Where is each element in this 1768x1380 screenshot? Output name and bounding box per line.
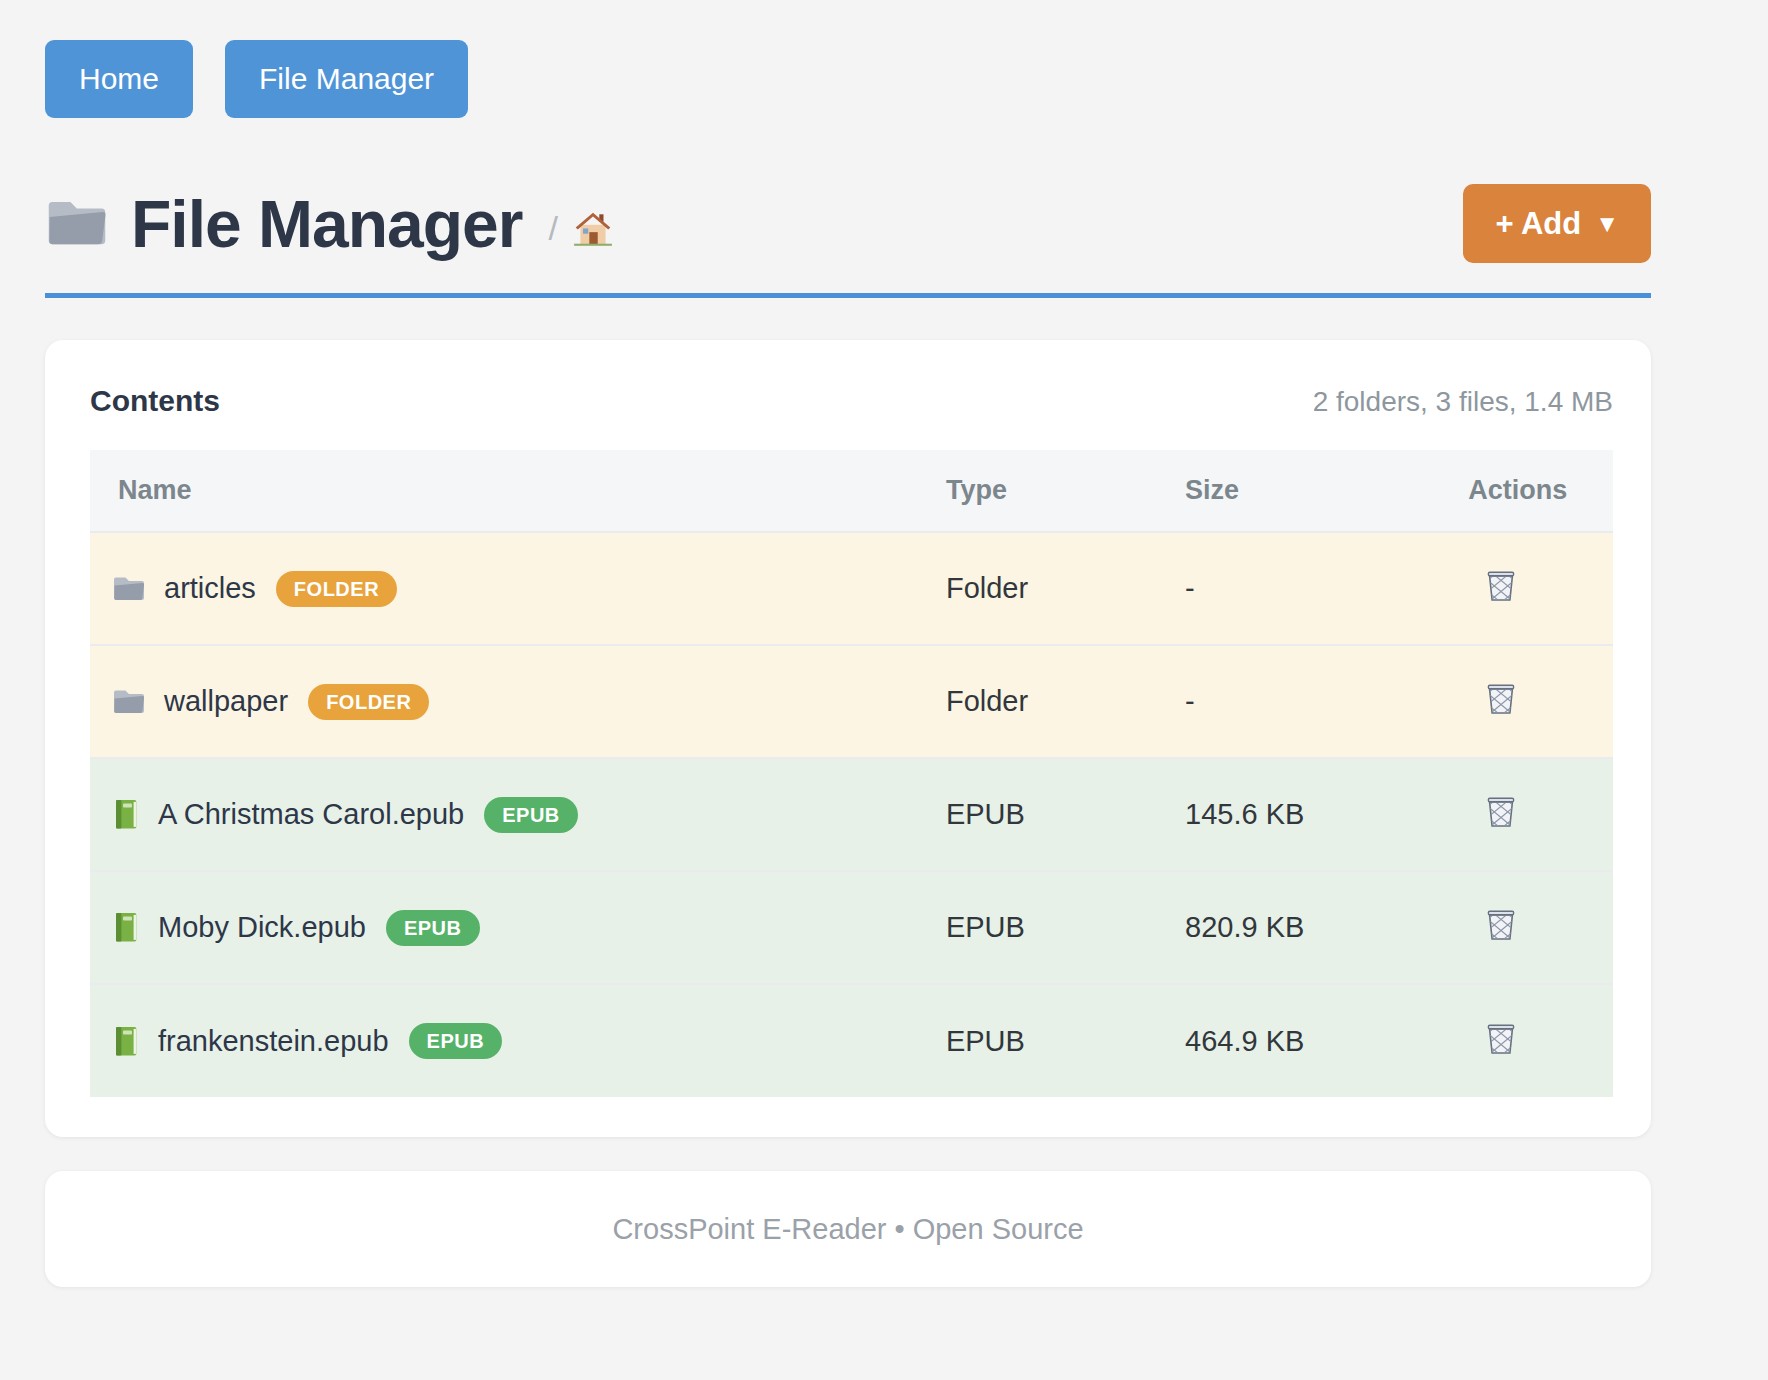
wastebasket-icon	[1484, 680, 1518, 716]
name-cell: Moby Dick.epub EPUB	[90, 872, 946, 983]
footer-text: CrossPoint E-Reader • Open Source	[612, 1213, 1083, 1246]
name-cell: articles FOLDER	[90, 533, 946, 644]
actions-cell	[1468, 758, 1613, 871]
page-header: File Manager / + Add ▼	[45, 184, 1651, 263]
column-header-type: Type	[946, 450, 1185, 532]
actions-cell	[1468, 871, 1613, 984]
page: Home File Manager File Manager /	[45, 40, 1651, 1287]
type-badge: EPUB	[484, 797, 578, 833]
folder-icon	[45, 197, 109, 250]
type-badge: EPUB	[409, 1023, 503, 1059]
name-cell: frankenstein.epub EPUB	[90, 986, 946, 1097]
entry-name-link[interactable]: wallpaper	[164, 685, 288, 718]
type-cell: Folder	[946, 645, 1185, 758]
add-button[interactable]: + Add ▼	[1463, 184, 1651, 263]
delete-button[interactable]	[1468, 906, 1518, 942]
type-cell: EPUB	[946, 758, 1185, 871]
size-cell: -	[1185, 645, 1468, 758]
size-cell: 464.9 KB	[1185, 984, 1468, 1097]
wastebasket-icon	[1484, 1020, 1518, 1056]
type-cell: EPUB	[946, 871, 1185, 984]
wastebasket-icon	[1484, 906, 1518, 942]
size-cell: 820.9 KB	[1185, 871, 1468, 984]
folder-icon	[112, 688, 146, 716]
table-row: frankenstein.epub EPUB EPUB 464.9 KB	[90, 984, 1613, 1097]
entry-name-link[interactable]: Moby Dick.epub	[158, 911, 366, 944]
contents-heading: Contents	[90, 384, 220, 418]
type-badge: FOLDER	[308, 684, 429, 720]
add-button-label: + Add	[1495, 208, 1581, 239]
accent-divider	[45, 293, 1651, 298]
folder-icon	[112, 575, 146, 603]
page-title: File Manager	[131, 186, 522, 262]
wastebasket-icon	[1484, 793, 1518, 829]
breadcrumb-separator: /	[548, 209, 557, 248]
column-header-size: Size	[1185, 450, 1468, 532]
table-row: Moby Dick.epub EPUB EPUB 820.9 KB	[90, 871, 1613, 984]
contents-summary: 2 folders, 3 files, 1.4 MB	[1313, 386, 1613, 418]
name-cell: A Christmas Carol.epub EPUB	[90, 759, 946, 870]
type-cell: Folder	[946, 532, 1185, 645]
wastebasket-icon	[1484, 567, 1518, 603]
green-book-icon	[112, 911, 140, 944]
type-badge: FOLDER	[276, 571, 397, 607]
name-cell: wallpaper FOLDER	[90, 646, 946, 757]
contents-card: Contents 2 folders, 3 files, 1.4 MB Name…	[45, 340, 1651, 1137]
entry-name-link[interactable]: articles	[164, 572, 256, 605]
column-header-actions: Actions	[1468, 450, 1613, 532]
table-row: articles FOLDER Folder -	[90, 532, 1613, 645]
green-book-icon	[112, 1025, 140, 1058]
table-header-row: Name Type Size Actions	[90, 450, 1613, 532]
house-icon	[572, 209, 614, 249]
nav-home-button[interactable]: Home	[45, 40, 193, 118]
size-cell: -	[1185, 532, 1468, 645]
nav-file-manager-button[interactable]: File Manager	[225, 40, 468, 118]
entry-name-link[interactable]: frankenstein.epub	[158, 1025, 389, 1058]
contents-table: Name Type Size Actions	[90, 450, 1613, 1097]
actions-cell	[1468, 532, 1613, 645]
type-badge: EPUB	[386, 910, 480, 946]
nav-bar: Home File Manager	[45, 40, 1651, 118]
table-row: wallpaper FOLDER Folder -	[90, 645, 1613, 758]
delete-button[interactable]	[1468, 567, 1518, 603]
breadcrumb-home-link[interactable]	[572, 209, 614, 249]
actions-cell	[1468, 645, 1613, 758]
size-cell: 145.6 KB	[1185, 758, 1468, 871]
footer: CrossPoint E-Reader • Open Source	[45, 1171, 1651, 1287]
type-cell: EPUB	[946, 984, 1185, 1097]
actions-cell	[1468, 984, 1613, 1097]
entry-name-link[interactable]: A Christmas Carol.epub	[158, 798, 464, 831]
green-book-icon	[112, 798, 140, 831]
chevron-down-icon: ▼	[1595, 212, 1619, 236]
table-row: A Christmas Carol.epub EPUB EPUB 145.6 K…	[90, 758, 1613, 871]
delete-button[interactable]	[1468, 680, 1518, 716]
contents-table-body: articles FOLDER Folder -	[90, 532, 1613, 1097]
column-header-name: Name	[90, 450, 946, 532]
delete-button[interactable]	[1468, 793, 1518, 829]
delete-button[interactable]	[1468, 1020, 1518, 1056]
